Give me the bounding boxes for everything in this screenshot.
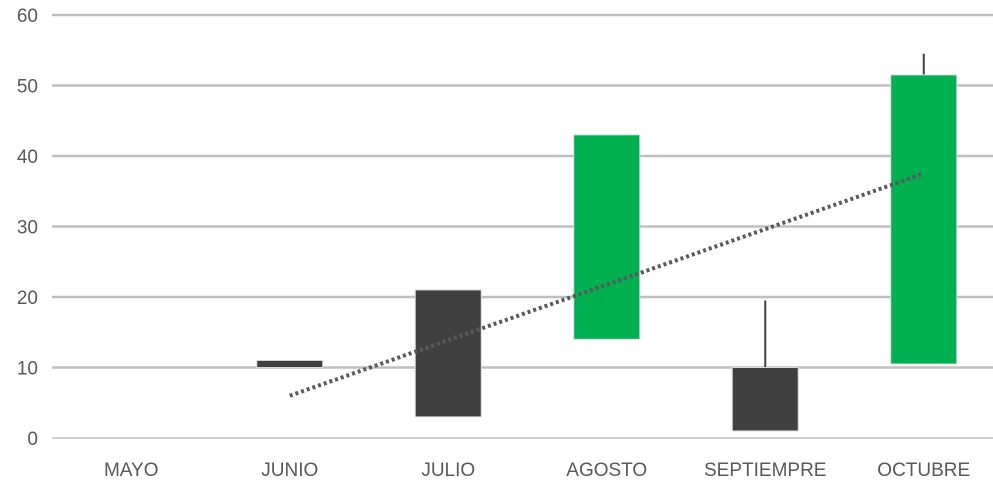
candle-body-down (731, 367, 799, 432)
candle-body-down (256, 359, 324, 369)
trendline (289, 171, 925, 398)
candle-octubre (890, 53, 958, 365)
y-axis-ticks: 0 10 20 30 40 50 60 (17, 6, 38, 450)
candle-body-up (890, 74, 958, 365)
x-tick-label: AGOSTO (566, 460, 647, 481)
candle-julio (414, 289, 482, 418)
y-tick-label: 10 (17, 359, 38, 380)
candles (256, 53, 958, 432)
x-tick-label: JULIO (421, 460, 475, 481)
y-tick-label: 40 (17, 147, 38, 168)
candle-junio (256, 359, 324, 369)
x-tick-label: OCTUBRE (877, 460, 970, 481)
y-tick-label: 30 (17, 218, 38, 239)
x-tick-label: JUNIO (261, 460, 318, 481)
grid-layer (52, 13, 993, 439)
candle-agosto (573, 134, 641, 340)
y-tick-label: 60 (17, 6, 38, 27)
x-axis-ticks: MAYO JUNIO JULIO AGOSTO SEPTIEMPRE OCTUBRE (104, 460, 970, 481)
x-tick-label: SEPTIEMPRE (704, 460, 826, 481)
y-tick-label: 0 (27, 429, 38, 450)
x-tick-label: MAYO (104, 460, 159, 481)
candle-body-down (414, 289, 482, 418)
y-tick-label: 20 (17, 288, 38, 309)
candle-septiempre (731, 300, 799, 432)
trendline-layer (289, 171, 925, 398)
candle-body-up (573, 134, 641, 340)
y-tick-label: 50 (17, 77, 38, 98)
